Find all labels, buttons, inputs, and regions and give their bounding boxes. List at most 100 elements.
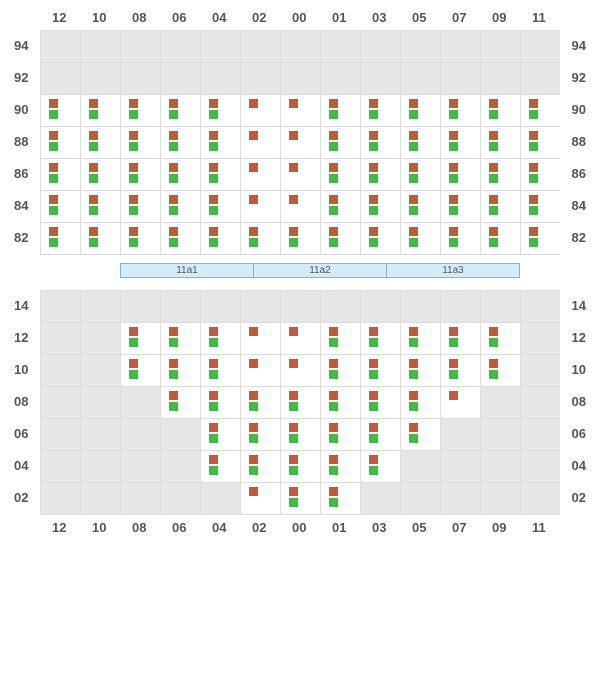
- marker-bottom: [329, 110, 338, 119]
- marker-top: [49, 227, 58, 236]
- marker-top: [329, 195, 338, 204]
- grid-cell: [400, 418, 440, 450]
- row-label-right: 10: [572, 362, 586, 377]
- marker-bottom: [369, 238, 378, 247]
- marker-bottom: [409, 142, 418, 151]
- marker-bottom: [489, 110, 498, 119]
- subsection-item[interactable]: 11a2: [254, 263, 387, 278]
- col-label-top: 03: [372, 10, 386, 25]
- marker-bottom: [529, 206, 538, 215]
- marker-top: [369, 163, 378, 172]
- grid-cell: [400, 482, 440, 514]
- marker-bottom: [329, 206, 338, 215]
- grid-cell: [360, 354, 400, 386]
- row-label-right: 06: [572, 426, 586, 441]
- grid-cell: [240, 158, 280, 190]
- marker-bottom: [129, 338, 138, 347]
- grid-cell: [320, 94, 360, 126]
- marker-top: [529, 163, 538, 172]
- grid-cell: [280, 30, 320, 62]
- grid-cell: [40, 322, 80, 354]
- marker-bottom: [449, 238, 458, 247]
- marker-bottom: [89, 142, 98, 151]
- row-label-left: 08: [14, 394, 28, 409]
- grid-cell: [400, 30, 440, 62]
- marker-bottom: [409, 174, 418, 183]
- marker-bottom: [49, 174, 58, 183]
- marker-top: [89, 131, 98, 140]
- marker-top: [409, 195, 418, 204]
- grid-cell: [80, 482, 120, 514]
- grid-cell: [520, 322, 560, 354]
- grid-cell: [40, 62, 80, 94]
- grid-cell: [480, 354, 520, 386]
- grid-cell: [400, 222, 440, 254]
- marker-bottom: [489, 370, 498, 379]
- marker-top: [449, 163, 458, 172]
- grid-section: 1210080604020001030507091194949292909088…: [8, 8, 592, 259]
- marker-bottom: [249, 238, 258, 247]
- marker-bottom: [369, 466, 378, 475]
- marker-top: [209, 99, 218, 108]
- marker-bottom: [329, 402, 338, 411]
- col-label-bottom: 00: [292, 520, 306, 535]
- grid-cell: [80, 386, 120, 418]
- grid-cell: [80, 94, 120, 126]
- marker-bottom: [329, 174, 338, 183]
- grid-cell: [160, 450, 200, 482]
- grid-cell: [440, 158, 480, 190]
- marker-bottom: [209, 434, 218, 443]
- row-label-right: 88: [572, 134, 586, 149]
- marker-bottom: [529, 238, 538, 247]
- marker-top: [409, 359, 418, 368]
- grid-cell: [200, 222, 240, 254]
- grid-cell: [160, 126, 200, 158]
- marker-top: [449, 131, 458, 140]
- marker-top: [289, 227, 298, 236]
- marker-top: [249, 131, 258, 140]
- grid-cell: [520, 126, 560, 158]
- rack-grid: [40, 30, 560, 255]
- grid-cell: [280, 418, 320, 450]
- subsection-item[interactable]: 11a3: [387, 263, 520, 278]
- grid-cell: [400, 62, 440, 94]
- marker-top: [529, 227, 538, 236]
- subsection-item[interactable]: 11a1: [120, 263, 254, 278]
- grid-cell: [200, 62, 240, 94]
- marker-top: [449, 359, 458, 368]
- grid-cell: [40, 450, 80, 482]
- grid-cell: [440, 418, 480, 450]
- marker-bottom: [369, 370, 378, 379]
- grid-cell: [480, 190, 520, 222]
- marker-top: [329, 227, 338, 236]
- marker-bottom: [209, 110, 218, 119]
- grid-cell: [160, 30, 200, 62]
- grid-cell: [480, 322, 520, 354]
- marker-bottom: [89, 174, 98, 183]
- col-label-top: 11: [532, 10, 546, 25]
- grid-cell: [160, 94, 200, 126]
- grid-cell: [40, 94, 80, 126]
- marker-top: [369, 423, 378, 432]
- marker-bottom: [209, 174, 218, 183]
- marker-top: [329, 99, 338, 108]
- grid-cell: [400, 290, 440, 322]
- grid-cell: [480, 94, 520, 126]
- marker-top: [209, 359, 218, 368]
- marker-bottom: [129, 110, 138, 119]
- marker-bottom: [409, 238, 418, 247]
- marker-top: [209, 131, 218, 140]
- grid-cell: [440, 482, 480, 514]
- grid-cell: [240, 354, 280, 386]
- grid-cell: [120, 450, 160, 482]
- grid-cell: [280, 158, 320, 190]
- grid-cell: [280, 126, 320, 158]
- grid-cell: [200, 386, 240, 418]
- grid-cell: [80, 322, 120, 354]
- marker-top: [169, 163, 178, 172]
- marker-bottom: [409, 338, 418, 347]
- marker-bottom: [89, 206, 98, 215]
- rack-grid: [40, 290, 560, 515]
- marker-top: [489, 99, 498, 108]
- grid-cell: [400, 322, 440, 354]
